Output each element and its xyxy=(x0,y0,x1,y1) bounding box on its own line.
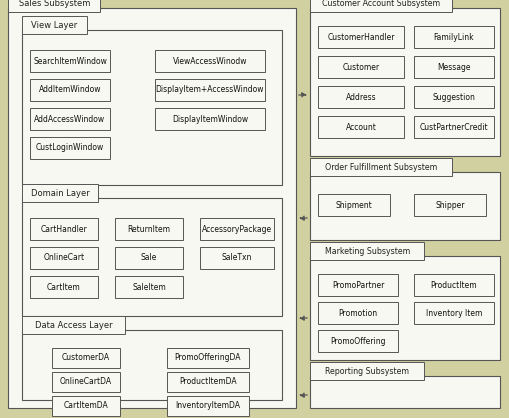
Text: Marketing Subsystem: Marketing Subsystem xyxy=(324,247,409,255)
Bar xyxy=(52,372,120,392)
Text: Address: Address xyxy=(345,92,376,102)
Text: OnlineCartDA: OnlineCartDA xyxy=(60,377,112,387)
Bar xyxy=(309,256,499,360)
Text: Sales Subsystem: Sales Subsystem xyxy=(18,0,90,8)
Bar xyxy=(309,362,423,380)
Text: Reporting Subsystem: Reporting Subsystem xyxy=(325,367,408,375)
Bar xyxy=(166,348,248,368)
Bar xyxy=(413,86,493,108)
Text: DisplayItemWindow: DisplayItemWindow xyxy=(172,115,247,123)
Text: SaleTxn: SaleTxn xyxy=(221,253,251,263)
Bar xyxy=(30,247,98,269)
Bar xyxy=(309,172,499,240)
Text: Shipper: Shipper xyxy=(434,201,464,209)
Bar xyxy=(413,26,493,48)
Bar xyxy=(22,184,98,202)
Text: Customer Account Subsystem: Customer Account Subsystem xyxy=(322,0,439,8)
Text: PromoOffering: PromoOffering xyxy=(330,336,385,346)
Text: ProductItemDA: ProductItemDA xyxy=(179,377,236,387)
Text: SaleItem: SaleItem xyxy=(132,283,165,291)
Bar xyxy=(309,158,451,176)
Text: View Layer: View Layer xyxy=(32,20,77,30)
Bar xyxy=(166,372,248,392)
Bar xyxy=(52,348,120,368)
Text: Customer: Customer xyxy=(342,63,379,71)
Text: CartHandler: CartHandler xyxy=(41,224,87,234)
Bar xyxy=(30,79,110,101)
Bar xyxy=(413,302,493,324)
Text: AddItemWindow: AddItemWindow xyxy=(39,86,101,94)
Bar xyxy=(115,247,183,269)
Bar xyxy=(318,26,403,48)
Bar xyxy=(22,16,87,34)
Bar xyxy=(30,50,110,72)
Bar xyxy=(155,50,265,72)
Bar xyxy=(30,108,110,130)
Text: Domain Layer: Domain Layer xyxy=(31,189,89,197)
Bar xyxy=(30,137,110,159)
Text: Data Access Layer: Data Access Layer xyxy=(35,321,112,329)
Bar xyxy=(413,116,493,138)
Bar xyxy=(30,276,98,298)
Bar xyxy=(309,242,423,260)
Bar xyxy=(318,116,403,138)
Text: Message: Message xyxy=(436,63,470,71)
Bar xyxy=(52,396,120,416)
Bar xyxy=(22,330,281,400)
Text: OnlineCart: OnlineCart xyxy=(43,253,84,263)
Text: PromoOfferingDA: PromoOfferingDA xyxy=(175,354,241,362)
Bar xyxy=(318,302,397,324)
Bar xyxy=(166,396,248,416)
Bar xyxy=(309,8,499,156)
Text: Account: Account xyxy=(345,122,376,132)
Bar xyxy=(309,0,451,12)
Bar xyxy=(413,274,493,296)
Text: ProductItem: ProductItem xyxy=(430,280,476,290)
Bar xyxy=(309,376,499,408)
Text: SearchItemWindow: SearchItemWindow xyxy=(33,56,107,66)
Text: InventoryItemDA: InventoryItemDA xyxy=(175,402,240,410)
Text: AddAccessWindow: AddAccessWindow xyxy=(35,115,105,123)
Text: CartItemDA: CartItemDA xyxy=(64,402,108,410)
Bar xyxy=(318,330,397,352)
Bar xyxy=(318,56,403,78)
Bar xyxy=(200,247,273,269)
Bar xyxy=(318,86,403,108)
Text: Order Fulfillment Subsystem: Order Fulfillment Subsystem xyxy=(325,163,437,171)
Bar xyxy=(318,194,389,216)
Text: Sale: Sale xyxy=(140,253,157,263)
Bar xyxy=(22,316,125,334)
Text: DisplayItem+AccessWindow: DisplayItem+AccessWindow xyxy=(155,86,264,94)
Text: Shipment: Shipment xyxy=(335,201,372,209)
Text: CustPartnerCredit: CustPartnerCredit xyxy=(419,122,487,132)
Text: CustomerHandler: CustomerHandler xyxy=(327,33,394,41)
Text: CustomerDA: CustomerDA xyxy=(62,354,110,362)
Bar xyxy=(8,8,295,408)
Text: Inventory Item: Inventory Item xyxy=(425,308,481,318)
Bar xyxy=(200,218,273,240)
Bar xyxy=(318,274,397,296)
Bar xyxy=(22,30,281,185)
Bar xyxy=(155,79,265,101)
Bar xyxy=(413,56,493,78)
Text: AccessoryPackage: AccessoryPackage xyxy=(202,224,271,234)
Text: Suggestion: Suggestion xyxy=(432,92,474,102)
Bar xyxy=(115,276,183,298)
Text: CustLoginWindow: CustLoginWindow xyxy=(36,143,104,153)
Text: ReturnItem: ReturnItem xyxy=(127,224,170,234)
Bar xyxy=(22,198,281,316)
Bar xyxy=(115,218,183,240)
Text: ViewAccessWinodw: ViewAccessWinodw xyxy=(173,56,247,66)
Text: Promotion: Promotion xyxy=(338,308,377,318)
Text: FamilyLink: FamilyLink xyxy=(433,33,473,41)
Bar xyxy=(413,194,485,216)
Text: PromoPartner: PromoPartner xyxy=(331,280,383,290)
Bar xyxy=(8,0,100,12)
Bar xyxy=(155,108,265,130)
Bar xyxy=(30,218,98,240)
Text: CartItem: CartItem xyxy=(47,283,81,291)
